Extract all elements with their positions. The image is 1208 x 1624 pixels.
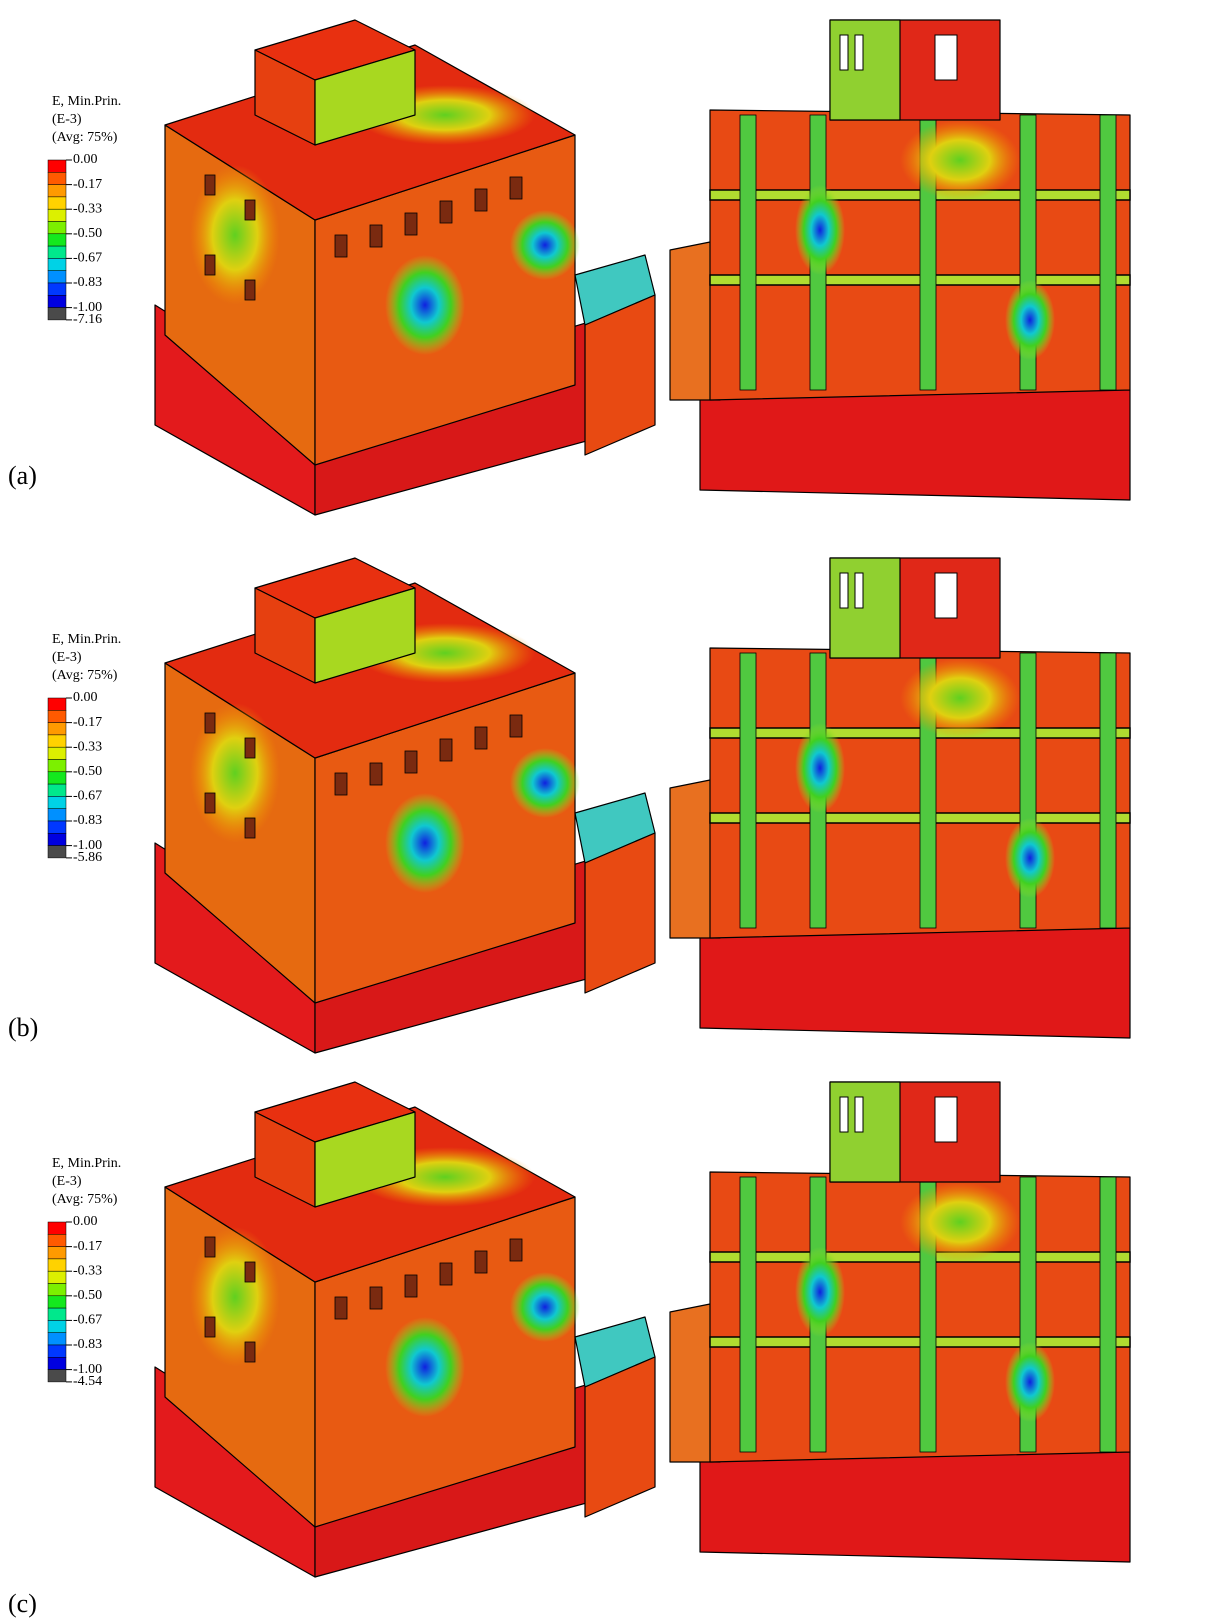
legend-label: 0.00 — [73, 1214, 98, 1229]
legend-band — [47, 1295, 67, 1309]
legend-title: (E-3) — [52, 650, 82, 665]
building-exterior — [154, 19, 656, 516]
legend-label: 0.00 — [73, 152, 98, 167]
legend-band — [47, 697, 67, 711]
legend-label: -0.83 — [73, 1337, 102, 1352]
legend-band — [47, 833, 67, 846]
legend-label: -4.54 — [73, 1374, 102, 1389]
legend-band — [47, 1258, 67, 1272]
legend-band — [47, 245, 67, 259]
legend-band — [47, 221, 67, 235]
legend-label: 0.00 — [73, 690, 98, 705]
legend-band — [47, 172, 67, 185]
legend-label: -0.50 — [73, 1288, 102, 1303]
legend-band — [47, 1332, 67, 1346]
legend-title: (Avg: 75%) — [52, 668, 118, 683]
legend-label: -0.33 — [73, 201, 102, 216]
legend-label: -0.33 — [73, 1263, 102, 1278]
legend-title: (Avg: 75%) — [52, 1192, 118, 1207]
legend-band — [47, 258, 67, 271]
legend-label: -0.17 — [73, 177, 102, 192]
building-section — [669, 19, 1131, 501]
legend-band — [47, 307, 67, 321]
legend-band — [47, 1369, 67, 1383]
panel-label: (b) — [8, 1013, 38, 1042]
legend-label: -5.86 — [73, 850, 102, 865]
legend-band — [47, 1234, 67, 1247]
legend-band — [47, 196, 67, 210]
legend-band — [47, 282, 67, 296]
legend-label: -0.33 — [73, 739, 102, 754]
legend-label: -0.17 — [73, 1239, 102, 1254]
legend-title: (E-3) — [52, 1174, 82, 1189]
legend-band — [47, 270, 67, 284]
legend-band — [47, 759, 67, 773]
panel: E, Min.Prin. (E-3) (Avg: 75%) 0.00 -0.17 -0.3… — [8, 19, 1131, 516]
legend-band — [47, 746, 67, 760]
legend-band — [47, 722, 67, 736]
legend-band — [47, 1270, 67, 1284]
legend-title: E, Min.Prin. — [52, 632, 121, 647]
legend-band — [47, 1307, 67, 1321]
legend-label: -0.50 — [73, 226, 102, 241]
legend-band — [47, 796, 67, 809]
legend-label: -0.83 — [73, 275, 102, 290]
legend-label: -7.16 — [73, 312, 102, 327]
legend-band — [47, 1246, 67, 1260]
legend-label: -1.00 — [73, 838, 102, 853]
legend-band — [47, 184, 67, 198]
legend-band — [47, 159, 67, 173]
panel-label: (a) — [8, 461, 37, 490]
legend-band — [47, 233, 67, 247]
legend-title: E, Min.Prin. — [52, 94, 121, 109]
legend-band — [47, 783, 67, 797]
legend-band — [47, 771, 67, 785]
legend-band — [47, 1221, 67, 1235]
building-section — [669, 557, 1131, 1039]
legend-label: -0.67 — [73, 251, 102, 266]
legend-band — [47, 734, 67, 748]
panel-label: (c) — [8, 1589, 37, 1618]
legend-band — [47, 295, 67, 308]
legend-band — [47, 808, 67, 822]
legend-band — [47, 820, 67, 834]
panel: E, Min.Prin. (E-3) (Avg: 75%) 0.00 -0.17 -0.3… — [8, 1081, 1131, 1618]
legend-label: -0.67 — [73, 1313, 102, 1328]
legend-band — [47, 208, 67, 222]
legend-band — [47, 1283, 67, 1297]
legend-label: -0.17 — [73, 715, 102, 730]
building-exterior — [154, 557, 656, 1054]
legend-title: (E-3) — [52, 112, 82, 127]
legend-band — [47, 1320, 67, 1333]
legend-label: -0.83 — [73, 813, 102, 828]
legend-label: -0.50 — [73, 764, 102, 779]
legend-band — [47, 1357, 67, 1370]
legend-label: -0.67 — [73, 789, 102, 804]
legend-title: (Avg: 75%) — [52, 130, 118, 145]
legend-band — [47, 1344, 67, 1358]
legend-band — [47, 710, 67, 723]
legend-label: -1.00 — [73, 1362, 102, 1377]
panel: E, Min.Prin. (E-3) (Avg: 75%) 0.00 -0.17 -0.3… — [8, 557, 1131, 1054]
building-exterior — [154, 1081, 656, 1578]
legend-title: E, Min.Prin. — [52, 1156, 121, 1171]
building-section — [669, 1081, 1131, 1563]
legend-band — [47, 845, 67, 859]
legend-label: -1.00 — [73, 300, 102, 315]
